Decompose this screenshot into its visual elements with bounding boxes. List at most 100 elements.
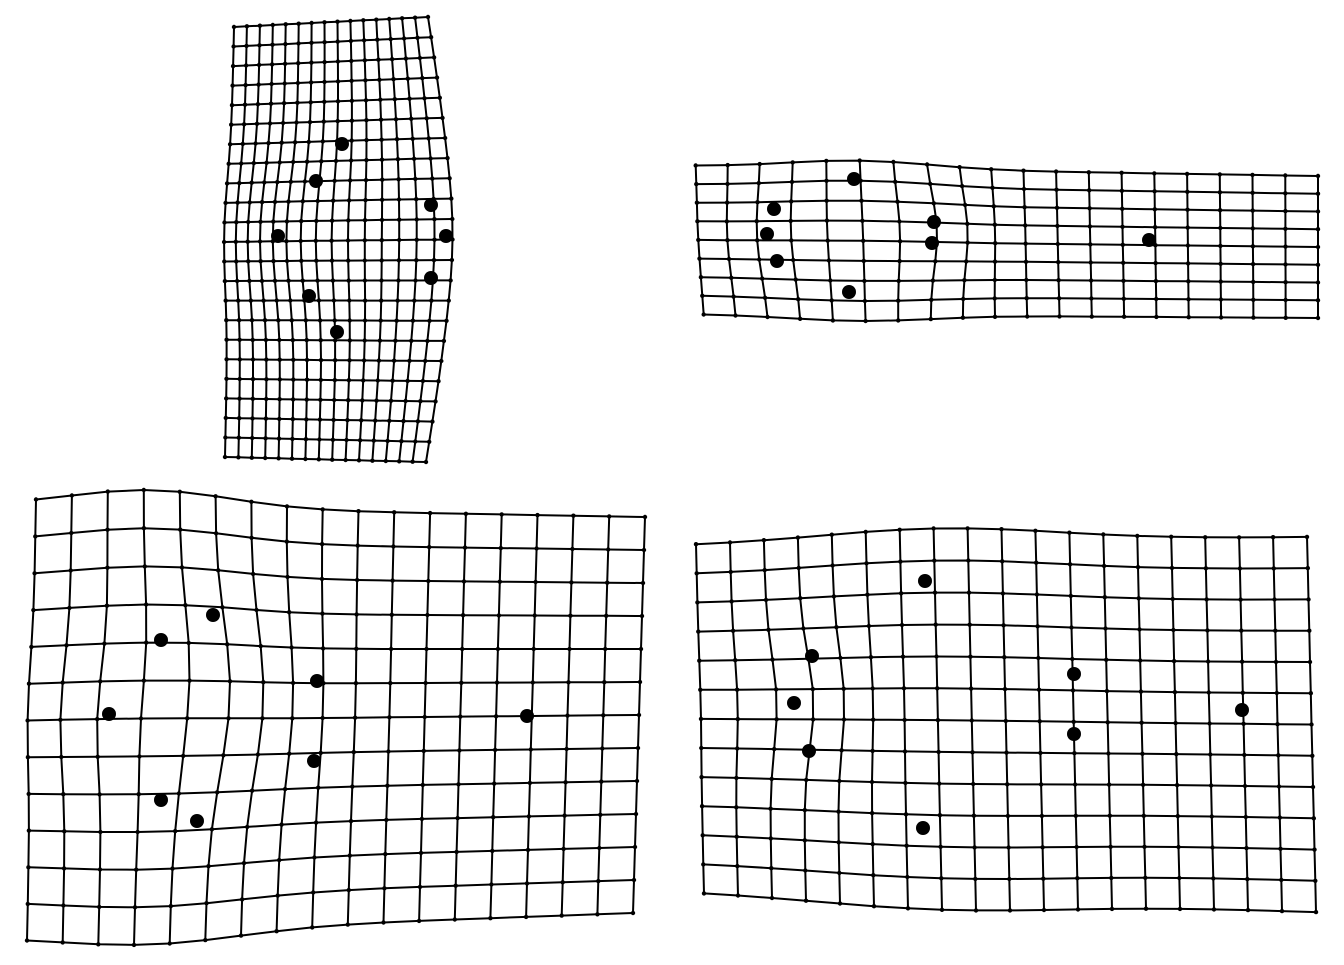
mesh-vertex — [1312, 847, 1316, 851]
mesh-vertex — [638, 680, 642, 684]
mesh-vertex — [316, 786, 320, 790]
mesh-vertex — [1170, 566, 1174, 570]
mesh-vertex — [256, 82, 260, 86]
mesh-vertex — [396, 278, 400, 282]
mesh-vertex — [969, 686, 973, 690]
mesh-vertex — [1006, 845, 1010, 849]
mesh-vertex — [458, 714, 462, 718]
mesh-vertex — [757, 257, 761, 261]
mesh-vertex — [1153, 261, 1157, 265]
mesh-vertex — [731, 294, 735, 298]
mesh-row-line — [702, 296, 1318, 301]
mesh-vertex — [304, 437, 308, 441]
mesh-vertex — [349, 59, 353, 63]
mesh-vertex — [392, 510, 396, 514]
mesh-vertex — [390, 578, 394, 582]
mesh-vertex — [571, 514, 575, 518]
mesh-vertex — [495, 680, 499, 684]
mesh-vertex — [67, 606, 71, 610]
mesh-vertex — [257, 43, 261, 47]
mesh-vertex — [427, 545, 431, 549]
mesh-vertex — [332, 398, 336, 402]
mesh-vertex — [413, 439, 417, 443]
mesh-vertex — [380, 218, 384, 222]
mesh-vertex — [494, 714, 498, 718]
mesh-vertex — [426, 15, 430, 19]
mesh-vertex — [25, 938, 29, 942]
mesh-vertex — [285, 504, 289, 508]
mesh-vertex — [320, 611, 324, 615]
mesh-vertex — [1056, 242, 1060, 246]
mesh-vertex — [442, 339, 446, 343]
mesh-vertex — [803, 838, 807, 842]
mesh-vertex — [187, 641, 191, 645]
mesh-vertex — [526, 848, 530, 852]
mesh-vertex — [261, 298, 265, 302]
mesh-vertex — [332, 179, 336, 183]
mesh-vertex — [286, 199, 290, 203]
mesh-vertex — [290, 437, 294, 441]
mesh-row-line — [36, 490, 645, 517]
mesh-vertex — [424, 460, 428, 464]
mesh-vertex — [224, 318, 228, 322]
mesh-vertex — [1119, 171, 1123, 175]
mesh-vertex — [346, 922, 350, 926]
mesh-vertex — [394, 319, 398, 323]
mesh-vertex — [964, 259, 968, 263]
mesh-vertex — [870, 749, 874, 753]
mesh-vertex — [699, 275, 703, 279]
mesh-vertex — [312, 855, 316, 859]
mesh-vertex — [755, 200, 759, 204]
mesh-vertex — [596, 879, 600, 883]
mesh-vertex — [828, 278, 832, 282]
mesh-vertex — [961, 297, 965, 301]
mesh-vertex — [973, 877, 977, 881]
mesh-vertex — [310, 925, 314, 929]
mesh-vertex — [993, 259, 997, 263]
mesh-vertex — [389, 399, 393, 403]
mesh-vertex — [901, 655, 905, 659]
mesh-vertex — [363, 78, 367, 82]
mesh-vertex — [410, 460, 414, 464]
mesh-vertex — [1283, 298, 1287, 302]
mesh-vertex — [407, 359, 411, 363]
mesh-vertex — [1008, 908, 1012, 912]
mesh-vertex — [801, 626, 805, 630]
mesh-vertex — [393, 97, 397, 101]
mesh-vertex — [1186, 297, 1190, 301]
mesh-vertex — [1121, 261, 1125, 265]
mesh-vertex — [61, 940, 65, 944]
mesh-vertex — [432, 55, 436, 59]
mesh-vertex — [906, 906, 910, 910]
mesh-vertex — [562, 813, 566, 817]
mesh-vertex — [428, 511, 432, 515]
mesh-vertex — [412, 298, 416, 302]
mesh-vertex — [570, 547, 574, 551]
mesh-vertex — [384, 459, 388, 463]
mesh-vertex — [234, 259, 238, 263]
mesh-vertex — [794, 277, 798, 281]
mesh-vertex — [376, 58, 380, 62]
mesh-vertex — [319, 358, 323, 362]
mesh-vertex — [291, 358, 295, 362]
mesh-vertex — [318, 417, 322, 421]
mesh-vertex — [1219, 279, 1223, 283]
mesh-vertex — [700, 804, 704, 808]
mesh-vertex — [401, 419, 405, 423]
mesh-vertex — [933, 259, 937, 263]
mesh-vertex — [230, 103, 234, 107]
mesh-vertex — [1072, 751, 1076, 755]
mesh-vertex — [237, 338, 241, 342]
mesh-vertex — [283, 81, 287, 85]
mesh-vertex — [322, 80, 326, 84]
mesh-vertex — [347, 378, 351, 382]
landmark-point — [439, 229, 453, 243]
mesh-vertex — [330, 458, 334, 462]
mesh-vertex — [790, 180, 794, 184]
mesh-vertex — [1210, 845, 1214, 849]
mesh-row-line — [696, 181, 1318, 194]
mesh-vertex — [1309, 722, 1313, 726]
mesh-vertex — [309, 100, 313, 104]
mesh-vertex — [811, 687, 815, 691]
mesh-vertex — [399, 439, 403, 443]
